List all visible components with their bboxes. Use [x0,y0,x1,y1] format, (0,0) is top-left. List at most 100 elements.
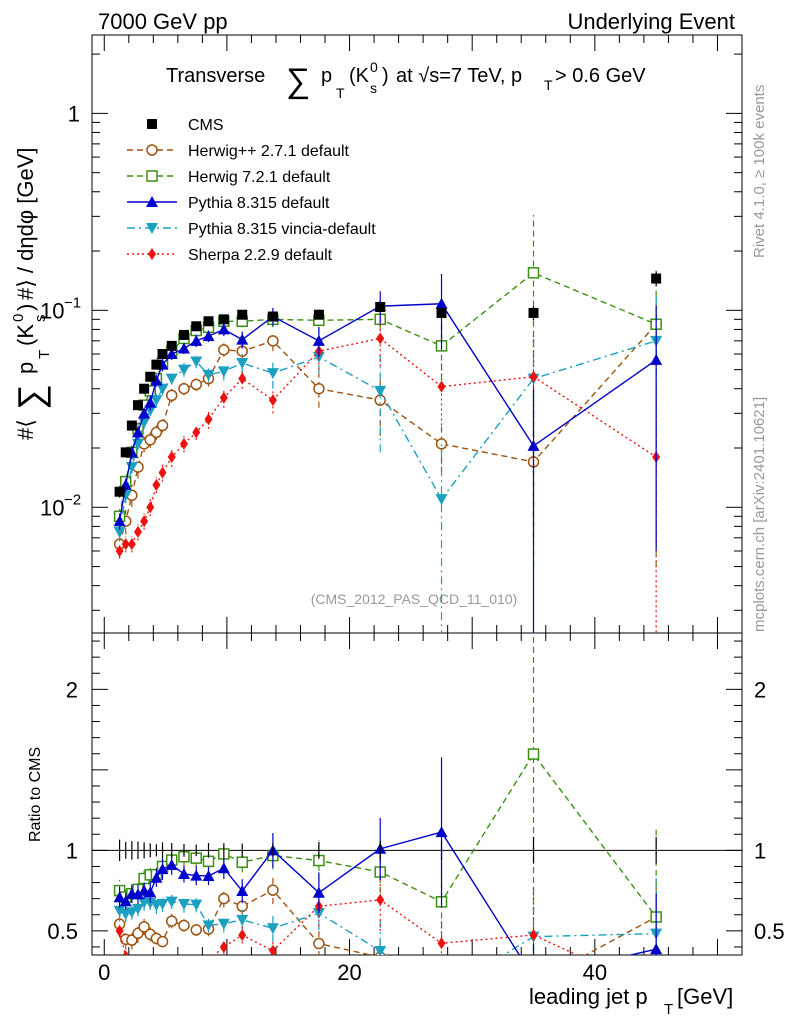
series-line [118,272,657,517]
ratio-y-tick-label-right: 1 [754,838,766,863]
ratio-point [437,937,446,950]
data-point [113,515,126,527]
series-line [118,303,657,522]
ratio-point [150,871,163,883]
data-point [267,335,279,347]
legend-marker [146,144,158,156]
legend-label: Pythia 8.315 default [188,195,330,212]
ratio-point [217,862,230,874]
ratio-point [202,855,215,868]
ratio-series-sherpa-2-2-9-default [115,868,579,983]
ratio-point [122,950,129,955]
data-point [376,332,385,345]
title-T2-sub: T [544,77,553,93]
main-panel-plot [113,214,663,633]
data-point [115,544,124,557]
title-cut: > 0.6 GeV [555,65,646,87]
ylabel-open: (K [13,324,38,346]
ratio-point [437,971,447,981]
data-point [436,307,447,318]
data-point [150,395,163,407]
ratio-point [190,899,203,911]
data-point [133,525,142,538]
ylabel-sup: 0 [10,314,27,322]
ratio-point [134,969,142,981]
data-point [651,273,662,284]
ratio-point [131,888,144,900]
y-axis-label: #⟨ ∑ p T (K 0 s ) #⟩ / dηdφ [GeV] [10,148,53,441]
data-point [156,383,169,395]
ratio-point [140,971,148,983]
data-point [146,501,155,514]
legend-label: Pythia 8.315 vincia-default [188,221,376,238]
title-sup: 0 [370,59,378,75]
ratio-point [267,884,279,896]
ratio-point [146,970,154,982]
ratio-y-tick-label: 2 [66,677,78,702]
ratio-point [152,966,160,978]
ratio-point [113,905,126,917]
data-point [144,434,157,446]
data-point [527,267,540,279]
legend-entry: CMS [147,117,224,134]
data-point [435,297,448,309]
data-point [151,359,162,370]
xlabel-sub: T [664,1001,673,1018]
ratio-point [131,903,144,915]
ylabel-close: ) [13,304,38,311]
series-layer [113,214,663,983]
data-point [121,538,130,551]
ratio-point [125,907,138,919]
data-point [144,396,157,408]
data-point [202,330,215,342]
header-right: Underlying Event [567,9,735,34]
ratio-point [128,965,136,977]
ratio-y-tick-label: 0.5 [47,919,78,944]
data-point [177,342,190,354]
data-point [166,340,177,351]
x-tick-label: 40 [583,960,607,985]
legend-entry: Herwig++ 2.7.1 default [127,143,350,160]
data-point [435,438,448,450]
legend-marker [147,119,157,129]
data-point [165,389,178,402]
data-point [529,370,538,383]
main-y-tick-exponent: −1 [64,294,81,311]
data-point [528,307,539,318]
ticks-layer: 110 −110 −20.5 0.51 12 20 20 40 [40,35,785,985]
legend-entry: Pythia 8.315 vincia-default [127,221,376,238]
ratio-series-herwig-2-7-1-default [113,876,662,981]
ratio-point [376,893,385,906]
data-point [650,353,663,365]
ratio-point [165,858,178,870]
ratio-panel-plot [113,633,663,983]
data-point [268,394,277,407]
title-close: ) [382,65,389,87]
title-prefix: Transverse [166,65,265,87]
chart-title: Transverse ∑ p T (K 0 s ) at √s=7 TeV, p… [166,59,646,101]
ratio-point [374,945,387,955]
ylabel-sub: s [32,315,49,323]
ratio-point [529,928,538,941]
data-point [375,301,386,312]
data-point [114,486,125,497]
data-point [127,538,136,551]
xlabel-text: leading jet p [529,984,648,1009]
data-point [177,364,190,376]
data-point [267,311,278,322]
data-point [157,349,168,360]
ylabel-sum: ∑ [10,384,51,410]
ratio-point [119,895,132,907]
data-point [140,515,149,528]
ratio-panel-frame [91,632,743,956]
ratio-point [192,959,200,971]
ratio-point [178,919,190,932]
main-y-tick-exponent: −2 [64,491,81,508]
data-point [152,478,161,491]
ratio-point [156,935,169,948]
ylabel-T: T [36,350,53,359]
data-point [217,323,230,335]
data-point [218,314,229,325]
legend-marker [146,223,158,234]
data-point [120,447,131,458]
